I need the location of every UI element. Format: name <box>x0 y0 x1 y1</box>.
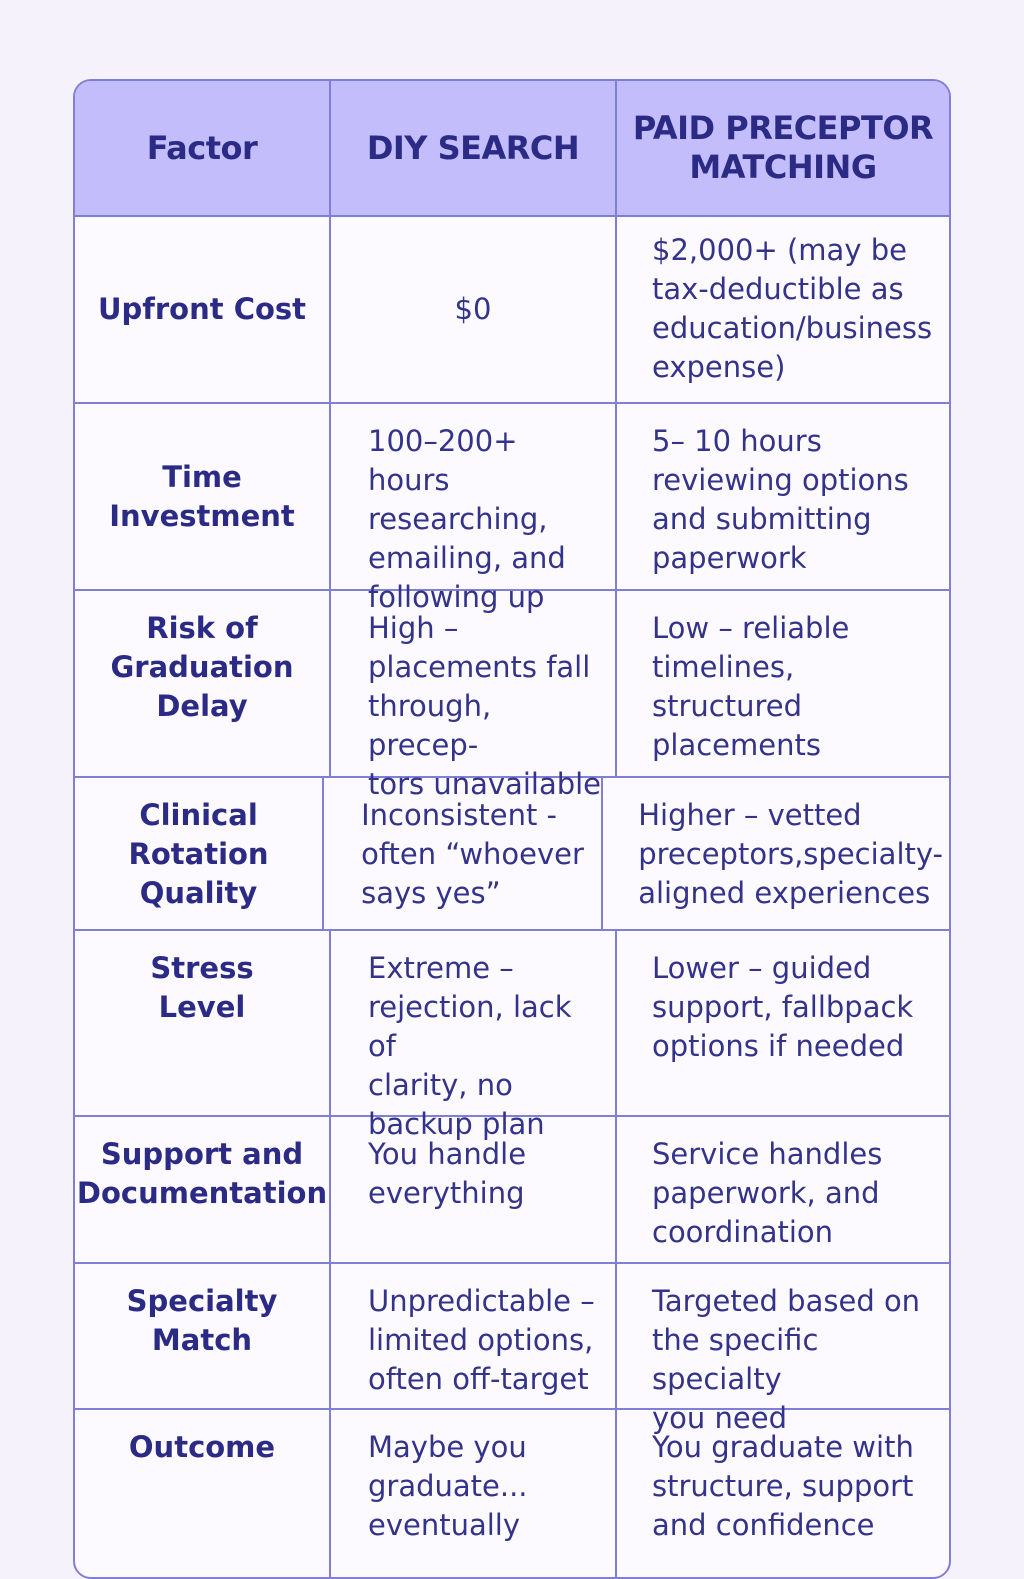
header-diy-search: DIY SEARCH <box>331 81 617 215</box>
table-row: Stress Level Extreme – rejection, lack o… <box>75 931 949 1141</box>
row-diy: You handle everything <box>331 1117 617 1262</box>
table-row: Time Investment 100–200+ hours researchi… <box>75 404 949 614</box>
header-paid-matching: PAID PRECEPTOR MATCHING <box>632 109 934 186</box>
comparison-table: Factor DIY SEARCH PAID PRECEPTOR MATCHIN… <box>73 79 951 1579</box>
table-row: Risk of Graduation Delay High – placemen… <box>75 591 949 801</box>
table-row: Clinical Rotation Quality Inconsistent -… <box>75 778 949 931</box>
row-diy: Maybe you graduate... eventually <box>331 1410 617 1577</box>
row-diy: Inconsistent - often “whoever says yes” <box>324 778 604 929</box>
row-factor: Specialty Match <box>75 1264 331 1408</box>
row-factor: Time Investment <box>75 404 331 589</box>
row-paid: Service handles paperwork, and coordinat… <box>652 1137 883 1249</box>
row-factor: Stress Level <box>75 931 331 1115</box>
row-paid: $2,000+ (may be tax-deductible as educat… <box>652 233 933 384</box>
row-factor: Clinical Rotation Quality <box>75 778 325 929</box>
row-paid: Higher – vetted preceptors,specialty- al… <box>638 798 943 910</box>
row-diy: High – placements fall through, precep- … <box>331 591 617 801</box>
row-diy: 100–200+ hours researching, emailing, an… <box>331 404 617 614</box>
row-factor: Support and Documentation <box>75 1117 331 1262</box>
row-paid: 5– 10 hours reviewing options and submit… <box>652 424 909 575</box>
row-diy: Unpredictable – limited options, often o… <box>331 1264 617 1408</box>
row-paid: Lower – guided support, fallbpack option… <box>652 951 914 1063</box>
row-diy: $0 <box>331 217 617 402</box>
row-factor: Upfront Cost <box>75 217 331 402</box>
table-row: Specialty Match Unpredictable – limited … <box>75 1264 949 1435</box>
table-row: Outcome Maybe you graduate... eventually… <box>75 1410 949 1577</box>
table-row: Support and Documentation You handle eve… <box>75 1117 949 1264</box>
row-paid: Low – reliable timelines, structured pla… <box>652 611 850 762</box>
row-factor: Outcome <box>75 1410 331 1577</box>
header-factor: Factor <box>75 81 331 215</box>
row-factor: Risk of Graduation Delay <box>75 591 331 776</box>
table-header-row: Factor DIY SEARCH PAID PRECEPTOR MATCHIN… <box>75 81 949 217</box>
row-paid: You graduate with structure, support and… <box>652 1430 914 1542</box>
row-diy: Extreme – rejection, lack of clarity, no… <box>331 931 617 1141</box>
row-paid: Targeted based on the specific specialty… <box>652 1284 921 1435</box>
table-row: Upfront Cost $0 $2,000+ (may be tax-dedu… <box>75 217 949 404</box>
